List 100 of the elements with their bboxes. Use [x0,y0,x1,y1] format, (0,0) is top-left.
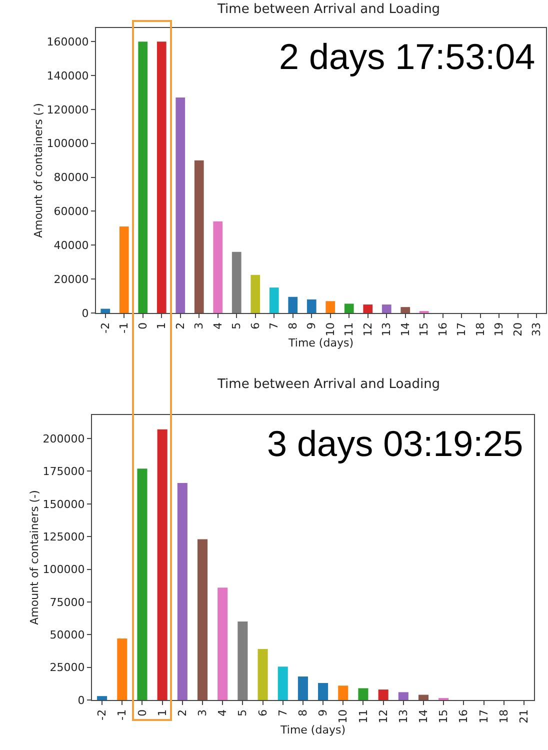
x-tick-label: 0 [136,709,149,716]
x-tick-label: 11 [356,709,370,724]
x-tick-label: -1 [118,322,131,334]
bar [100,308,110,313]
bar [306,299,316,313]
bar [278,666,288,700]
bar [119,226,129,313]
bar [344,304,354,313]
y-tick-label: 100000 [42,563,85,576]
annotation: 2 days 17:53:04 [279,36,536,77]
y-tick-label: 25000 [50,661,85,674]
x-tick-label: 13 [396,709,410,724]
y-axis-title: Amount of containers (-) [32,103,45,238]
x-tick-label: 12 [361,322,374,336]
x-tick-label: 21 [518,709,531,724]
bar [97,696,108,700]
bar [338,686,348,700]
y-tick-label: 80000 [54,171,89,184]
x-tick-label: 10 [336,709,350,724]
x-tick-label: 17 [455,322,468,336]
y-tick-label: 125000 [42,530,85,544]
x-tick-label: 15 [437,709,450,724]
bar [156,42,166,313]
bar [138,42,148,313]
bar [232,252,242,313]
x-tick-label: 6 [256,709,270,716]
x-tick-label: 13 [380,322,394,336]
x-tick-label: 4 [211,322,224,330]
bar [176,98,186,313]
y-tick-label: 140000 [46,69,89,82]
x-tick-label: 7 [276,709,290,716]
x-tick-label: 18 [497,709,510,724]
x-tick-label: 6 [248,322,262,330]
y-tick-label: 120000 [46,103,89,116]
chart-title: Time between Arrival and Loading [216,2,440,18]
bar [250,274,260,313]
x-tick-label: 19 [492,322,506,336]
x-tick-label: 17 [477,709,490,724]
y-tick-label: 175000 [42,465,85,478]
annotation: 3 days 03:19:25 [267,423,524,464]
y-tick-label: 0 [78,694,85,707]
bar [358,688,368,700]
x-tick-label: 0 [136,322,150,330]
bar [218,588,228,700]
bar [378,690,388,700]
x-tick-label: 10 [324,322,337,336]
bar [363,304,373,313]
y-tick-label: 60000 [54,205,89,218]
x-tick-label: 9 [316,709,330,716]
bar [137,468,148,700]
x-axis-title: Time (days) [288,336,354,350]
x-tick-label: 4 [216,709,230,716]
x-tick-label: 7 [268,322,281,330]
bar [117,638,128,700]
x-tick-label: 12 [376,709,390,724]
x-tick-label: 2 [174,322,187,330]
bar [194,160,204,313]
x-tick-label: 2 [176,709,189,716]
x-tick-label: -2 [96,709,109,720]
bar [298,676,308,700]
bar [400,307,410,313]
y-tick-label: 50000 [50,628,85,642]
x-tick-label: 16 [436,322,450,336]
bar [318,683,328,700]
y-tick-label: 160000 [46,35,89,48]
x-tick-label: 3 [192,322,206,330]
chart-title: Time between Arrival and Loading [216,377,440,392]
x-tick-label: 14 [398,322,412,336]
x-tick-label: 5 [230,322,244,330]
bar [238,622,248,700]
bar [288,296,298,313]
x-tick-label: 9 [305,322,318,330]
x-tick-label: 15 [418,322,431,336]
bar [177,482,188,700]
bar [269,288,279,313]
y-tick-label: 20000 [54,272,89,286]
bar [418,694,429,700]
x-tick-label: -2 [98,322,112,334]
bar [213,221,223,313]
x-tick-label: 1 [156,709,169,716]
bar [326,301,336,313]
bar [258,649,268,700]
bar [197,539,208,700]
y-tick-label: 150000 [42,498,85,511]
y-tick-label: 40000 [54,238,89,252]
x-tick-label: 11 [342,322,356,336]
x-tick-label: 3 [196,709,210,716]
x-tick-label: 33 [530,322,544,336]
x-tick-label: 8 [286,322,300,330]
bar [398,692,408,700]
y-tick-label: 75000 [50,596,85,609]
y-tick-label: 200000 [42,432,85,446]
x-axis-title: Time (days) [280,723,346,736]
x-tick-label: 18 [474,322,487,336]
x-tick-label: -1 [116,709,129,720]
bar [382,304,392,313]
x-tick-label: 8 [296,709,310,716]
x-tick-label: 5 [236,709,250,716]
x-tick-label: 16 [457,709,470,724]
x-tick-label: 14 [417,709,430,724]
